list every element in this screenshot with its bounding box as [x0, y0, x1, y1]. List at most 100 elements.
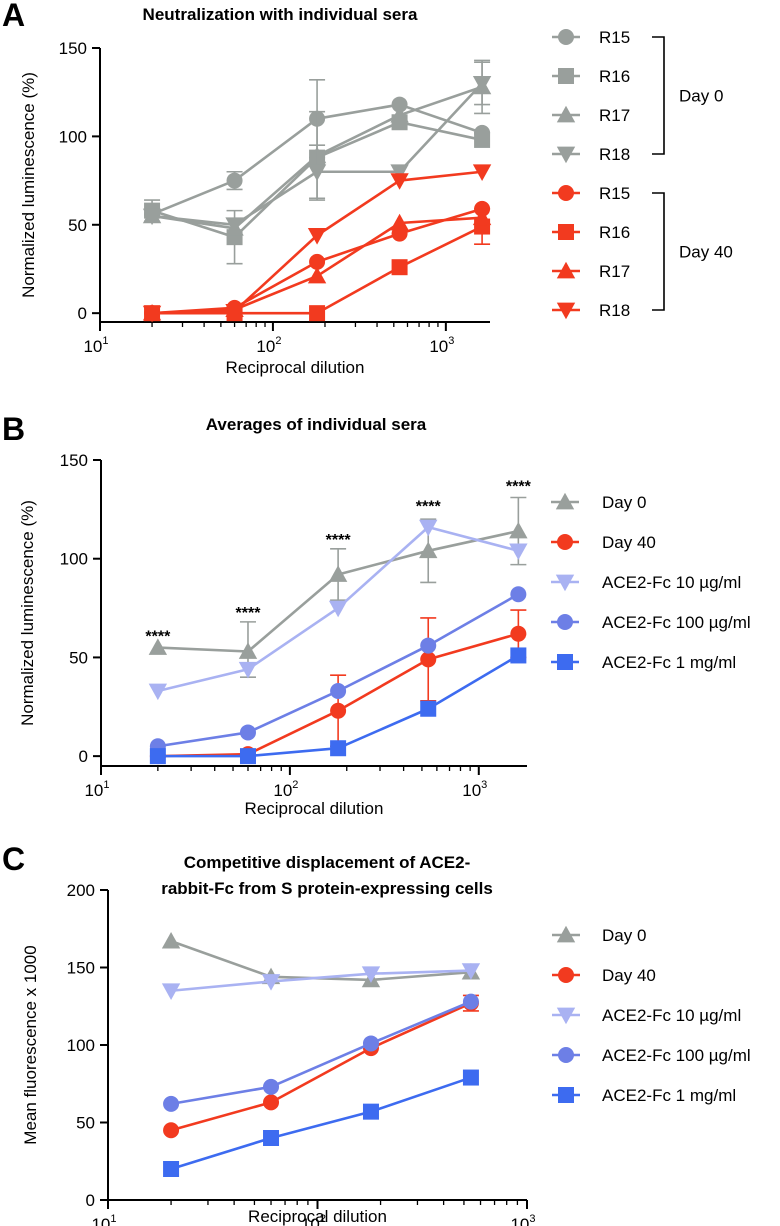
- data-point: [263, 1130, 280, 1146]
- y-tick-label: 50: [76, 1114, 95, 1133]
- bracket-line: [652, 192, 665, 311]
- legend-marker: [555, 574, 575, 592]
- data-point: [390, 164, 409, 181]
- data-point: [328, 600, 348, 618]
- data-point: [420, 651, 437, 668]
- legend-label: Day 0: [602, 493, 646, 512]
- x-tick-label: 101: [84, 779, 109, 800]
- panel-label: A: [2, 0, 25, 33]
- chart-title: Competitive displacement of ACE2-: [184, 853, 471, 872]
- legend-marker: [556, 146, 576, 164]
- data-point: [161, 931, 181, 949]
- legend-label: R17: [599, 106, 630, 125]
- data-point: [163, 1122, 180, 1139]
- series-4: [144, 200, 491, 322]
- y-tick-label: 0: [86, 1191, 95, 1210]
- data-point: [238, 642, 258, 659]
- data-point: [390, 213, 409, 231]
- series-4: [149, 647, 527, 765]
- legend-label: ACE2-Fc 100 µg/ml: [602, 1046, 751, 1065]
- y-tick-label: 50: [69, 648, 88, 667]
- x-axis-label: Reciprocal dilution: [248, 1207, 387, 1226]
- data-point: [309, 253, 326, 270]
- series-group: [161, 931, 481, 1177]
- legend-marker: [556, 105, 576, 123]
- panel-c: C Competitive displacement of ACE2- rabbit…: [2, 841, 751, 1226]
- legend-marker: [558, 185, 574, 201]
- legend-label: R15: [599, 184, 630, 203]
- data-point: [330, 682, 347, 699]
- data-point: [239, 748, 256, 765]
- data-point: [142, 208, 162, 226]
- data-point: [163, 1161, 180, 1177]
- legend-marker: [557, 534, 573, 550]
- data-point: [309, 305, 326, 322]
- data-point: [226, 172, 243, 189]
- series-line: [170, 1001, 472, 1132]
- series-2: [161, 963, 481, 1000]
- x-tick-label: 102: [273, 779, 298, 800]
- data-point: [263, 1094, 280, 1111]
- group-label: Day 40: [679, 243, 733, 262]
- legend-marker: [557, 614, 573, 630]
- legend-label: R18: [599, 301, 630, 320]
- series-3: [163, 993, 479, 1112]
- data-point: [163, 1095, 180, 1112]
- panel-label: C: [2, 841, 25, 877]
- data-point: [149, 748, 166, 765]
- data-point: [390, 105, 409, 123]
- y-axis-label: Normalized luminescence (%): [18, 500, 37, 726]
- series-3: [142, 61, 492, 234]
- panel-b: B Averages of individual sera 0 50 100 150 101…: [2, 411, 751, 818]
- x-tick-label: 102: [256, 335, 281, 356]
- x-axis-label: Reciprocal dilution: [226, 358, 365, 377]
- legend: Day 0 Day 40 ACE2-Fc 10 µg/ml ACE2-Fc 100 µ…: [551, 492, 751, 672]
- legend-label: R15: [599, 28, 630, 47]
- data-point: [509, 543, 528, 561]
- data-point: [330, 740, 347, 757]
- y-tick-label: 150: [60, 451, 88, 470]
- data-point: [472, 164, 492, 181]
- group-bracket: Day 0: [652, 36, 723, 155]
- x-tick-label: 103: [429, 335, 454, 356]
- y-tick-label: 0: [78, 304, 87, 323]
- data-point: [148, 683, 168, 701]
- data-point: [261, 974, 281, 991]
- legend-marker: [556, 302, 576, 320]
- data-point: [142, 305, 162, 323]
- legend-marker: [558, 967, 574, 983]
- series-4: [163, 1069, 479, 1177]
- data-point: [420, 637, 437, 654]
- y-tick-label: 50: [68, 216, 87, 235]
- bracket-line: [652, 36, 665, 155]
- legend-marker: [558, 224, 574, 240]
- data-point: [330, 702, 347, 719]
- data-point: [362, 1035, 379, 1052]
- significance-stars: ****: [236, 605, 262, 622]
- data-point: [238, 661, 258, 679]
- series-0: [148, 496, 528, 678]
- legend: R15 R16 R17 R18 R15 R16 R17 R18 Day 0 Day 40: [552, 28, 733, 320]
- significance-stars: ****: [326, 532, 352, 549]
- x-tick-label: 101: [83, 335, 108, 356]
- series-line: [170, 1076, 472, 1171]
- data-point: [161, 983, 181, 1000]
- y-tick-label: 200: [67, 881, 95, 900]
- data-point: [420, 700, 437, 717]
- y-axis-label: Normalized luminescence (%): [19, 72, 38, 298]
- significance-stars: ****: [145, 629, 171, 646]
- legend-label: R17: [599, 262, 630, 281]
- legend-marker: [558, 29, 574, 45]
- data-point: [328, 565, 348, 582]
- data-point: [472, 208, 492, 226]
- series-1: [163, 994, 479, 1139]
- y-tick-label: 100: [59, 127, 87, 146]
- chart-title: rabbit-Fc from S protein-expressing cell…: [161, 879, 493, 898]
- series-group: [148, 496, 528, 765]
- legend-label: Day 40: [602, 533, 656, 552]
- y-tick-label: 150: [67, 959, 95, 978]
- data-point: [510, 647, 527, 664]
- x-tick-label: 101: [91, 1213, 116, 1226]
- panel-a: A Neutralization with individual sera 0 50 1…: [2, 0, 733, 377]
- significance-stars: ****: [506, 479, 532, 496]
